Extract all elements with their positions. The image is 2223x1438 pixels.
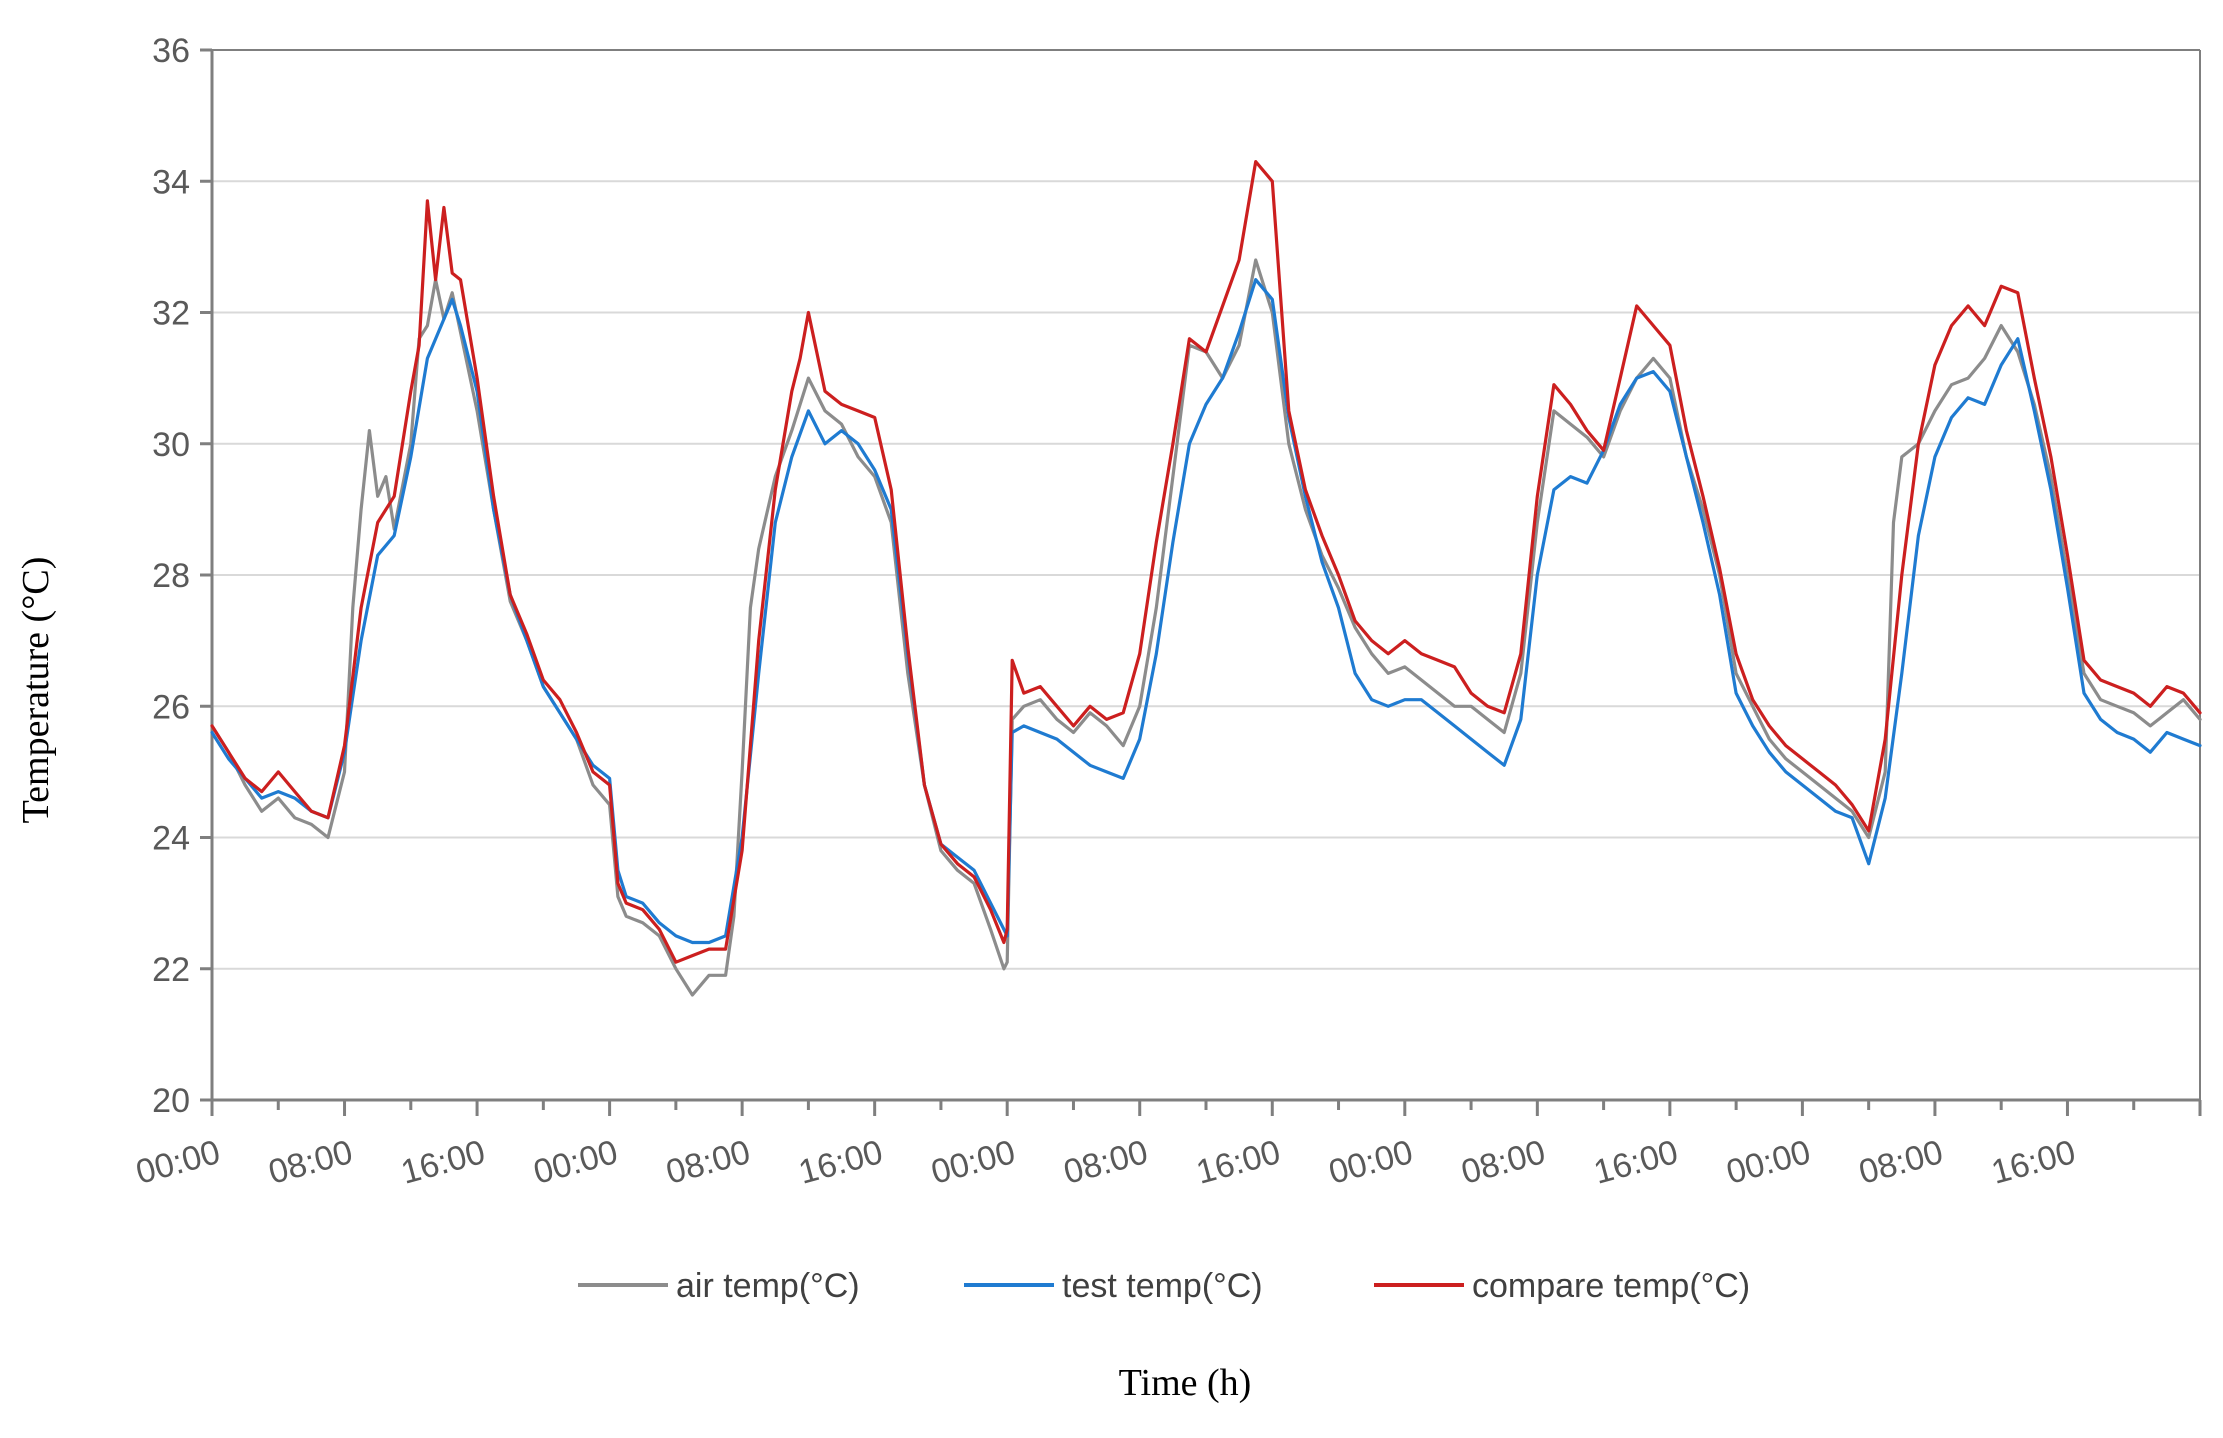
x-tick-label: 08:00 xyxy=(1060,1133,1152,1192)
x-tick-label: 00:00 xyxy=(927,1133,1019,1192)
series-line-0 xyxy=(210,258,2202,997)
y-tick-label: 22 xyxy=(152,951,190,989)
x-tick-label: 00:00 xyxy=(1325,1133,1417,1192)
legend-label-2: compare temp(°C) xyxy=(1472,1267,1750,1305)
gridlines xyxy=(212,49,2200,970)
x-tick-label: 00:00 xyxy=(1722,1133,1814,1192)
y-axis-title: Temperature (°C) xyxy=(15,557,57,824)
series-line-1 xyxy=(210,278,2202,945)
legend: air temp(°C) test temp(°C) compare temp(°C… xyxy=(578,1267,1750,1305)
y-tick-label: 34 xyxy=(152,163,190,201)
x-tick-labels: 00:00 08:00 16:00 00:00 08:00 16:00 00:00 08:00… xyxy=(132,1133,2079,1192)
x-tick-label: 16:00 xyxy=(397,1133,489,1192)
x-tick-label: 00:00 xyxy=(530,1133,622,1192)
x-tick-label: 08:00 xyxy=(1457,1133,1549,1192)
x-tick-label: 00:00 xyxy=(132,1133,224,1192)
axes xyxy=(200,48,2202,1116)
y-tick-label: 20 xyxy=(152,1082,190,1120)
legend-label-1: test temp(°C) xyxy=(1062,1267,1263,1305)
y-tick-label: 28 xyxy=(152,557,190,595)
y-tick-label: 32 xyxy=(152,295,190,333)
x-tick-label: 08:00 xyxy=(662,1133,754,1192)
y-tick-label: 30 xyxy=(152,426,190,464)
data-series xyxy=(210,160,2202,997)
series-line-2 xyxy=(210,160,2202,964)
y-tick-label: 26 xyxy=(152,688,190,726)
y-tick-label: 36 xyxy=(152,32,190,70)
x-tick-label: 16:00 xyxy=(1988,1133,2080,1192)
x-tick-label: 16:00 xyxy=(1192,1133,1284,1192)
y-tick-label: 24 xyxy=(152,820,190,858)
x-axis-title: Time (h) xyxy=(1119,1362,1252,1404)
x-tick-label: 16:00 xyxy=(1590,1133,1682,1192)
legend-label-0: air temp(°C) xyxy=(676,1267,860,1305)
x-tick-label: 16:00 xyxy=(795,1133,887,1192)
x-tick-label: 08:00 xyxy=(265,1133,357,1192)
y-tick-labels: 20 22 24 26 28 30 32 34 36 xyxy=(152,32,190,1120)
x-tick-label: 08:00 xyxy=(1855,1133,1947,1192)
